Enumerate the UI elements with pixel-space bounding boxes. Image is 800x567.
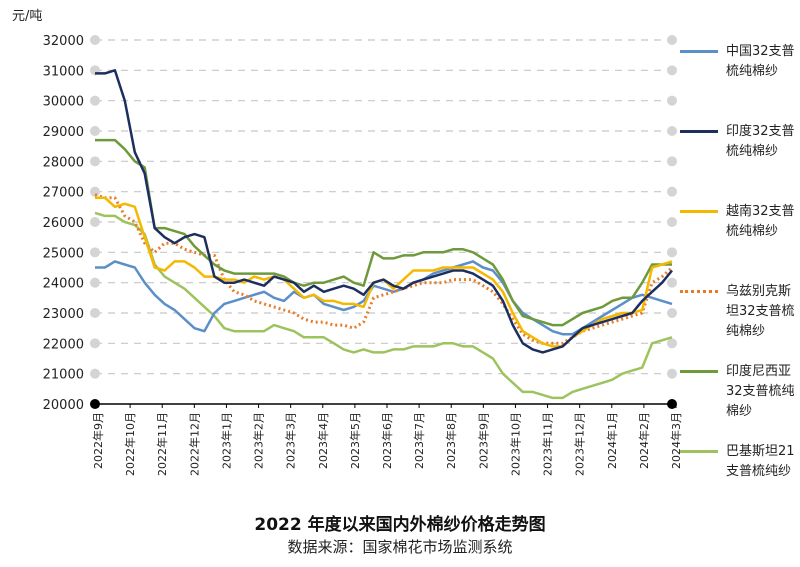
grid-end-dot [667,368,677,379]
legend-label-pakistan: 巴基斯坦21支普梳纯纱 [726,444,795,479]
y-tick-label: 23000 [43,307,84,322]
grid-end-dot [667,308,677,318]
y-tick-label: 20000 [43,398,84,413]
grid-lines [90,35,677,409]
grid-end-dot [90,338,100,349]
y-tick-labels: 20000 21000 22000 23000 24000 25000 26000 27000… [43,34,84,413]
x-tick-label: 2023年8月 [444,412,458,469]
grid-end-dot [90,368,100,379]
x-tick-labels: 2022年9月 2022年10月 2022年11月 2022年12月 2023年1月 20… [91,404,683,476]
grid-end-dot [90,308,100,318]
legend-swatch-uzbekistan [680,290,718,293]
grid-end-dot [90,277,100,288]
x-tick-label: 2023年11月 [541,412,555,476]
legend-label-india: 印度32支普梳纯棉纱 [726,124,795,159]
legend-item-uzbekistan: 乌兹别克斯坦32支普梳纯棉纱 [680,282,795,362]
x-tick-label: 2024年1月 [605,412,619,469]
grid-end-dot [90,95,100,106]
grid-end-dot [667,95,677,106]
legend-swatch-china [680,50,718,53]
y-tick-label: 32000 [43,34,84,49]
y-tick-label: 31000 [43,64,84,79]
y-tick-label: 28000 [43,155,84,170]
x-tick-label: 2024年2月 [637,412,651,469]
series-lines [94,69,674,400]
y-tick-label: 30000 [43,95,84,110]
chart-title: 2022 年度以来国内外棉纱价格走势图 [254,515,546,535]
x-tick-label: 2023年10月 [508,412,522,476]
x-tick-label: 2022年11月 [155,412,169,476]
x-tick-label: 2023年5月 [348,412,362,469]
x-tick-label: 2024年3月 [669,412,683,469]
grid-end-dot [667,126,677,136]
legend-item-vietnam: 越南32支普梳纯棉纱 [680,202,795,282]
x-tick-label: 2023年4月 [316,412,330,469]
series-line-3 [94,193,674,345]
y-tick-label: 26000 [43,216,84,231]
legend-label-vietnam: 越南32支普梳纯棉纱 [726,204,795,239]
x-tick-label: 2022年9月 [91,412,105,469]
x-axis-end-dot [667,399,677,409]
grid-end-dot [90,217,100,227]
y-tick-label: 24000 [43,277,84,292]
grid-end-dot [667,35,677,45]
series-line-1 [95,69,673,354]
legend-swatch-pakistan [680,450,718,453]
legend-label-uzbekistan: 乌兹别克斯坦32支普梳纯棉纱 [726,284,795,339]
grid-end-dot [90,156,100,167]
grid-end-dot [90,126,100,136]
chart-source: 数据来源：国家棉花市场监测系统 [287,538,513,556]
y-axis-label: 元/吨 [12,9,42,24]
series-line-0 [95,260,673,336]
legend-swatch-indonesia [680,370,718,373]
legend-label-china: 中国32支普梳纯棉纱 [726,44,795,79]
y-tick-label: 22000 [43,337,84,352]
grid-end-dot [90,247,100,258]
grid-end-dot [667,65,677,76]
x-tick-label: 2023年9月 [476,412,490,469]
x-tick-label: 2023年7月 [412,412,426,469]
grid-end-dot [90,35,100,45]
y-tick-label: 29000 [43,125,84,140]
x-tick-label: 2023年3月 [284,412,298,469]
y-tick-label: 27000 [43,186,84,201]
legend-item-india: 印度32支普梳纯棉纱 [680,122,795,202]
legend-item-indonesia: 印度尼西亚32支普梳纯棉纱 [680,362,795,442]
x-tick-label: 2022年10月 [123,412,137,476]
grid-end-dot [667,277,677,288]
grid-end-dot [667,247,677,258]
y-tick-label: 25000 [43,246,84,261]
y-tick-label: 21000 [43,368,84,383]
x-tick-label: 2023年12月 [573,412,587,476]
legend-swatch-india [680,130,718,133]
grid-end-dot [667,186,677,197]
grid-end-dot [667,217,677,227]
grid-end-dot [90,186,100,197]
legend-item-pakistan: 巴基斯坦21支普梳纯纱 [680,442,795,522]
x-tick-label: 2022年12月 [187,412,201,476]
series-line-4 [95,138,672,327]
grid-end-dot [667,156,677,167]
series-line-5 [94,211,673,400]
legend-label-indonesia: 印度尼西亚32支普梳纯棉纱 [726,364,795,419]
legend-swatch-vietnam [680,210,718,213]
grid-end-dot [667,338,677,349]
legend: 中国32支普梳纯棉纱 印度32支普梳纯棉纱 越南32支普梳纯棉纱 乌兹别克斯坦3… [680,42,795,522]
series-line-2 [95,196,673,348]
legend-item-china: 中国32支普梳纯棉纱 [680,42,795,122]
x-tick-label: 2023年6月 [380,412,394,469]
x-tick-label: 2023年2月 [252,412,266,469]
x-tick-label: 2023年1月 [219,412,233,469]
